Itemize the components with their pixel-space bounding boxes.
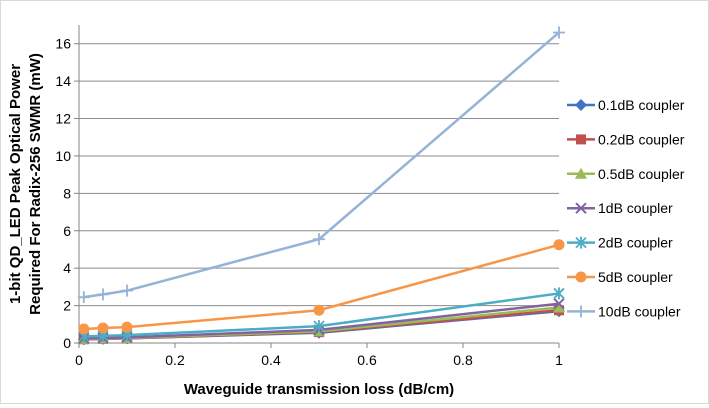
data-point <box>553 301 565 313</box>
legend-label: 5dB coupler <box>598 269 673 285</box>
y-tick-label: 2 <box>63 298 71 314</box>
legend-label: 0.5dB coupler <box>598 166 685 182</box>
legend-marker <box>576 134 586 145</box>
y-tick-label: 6 <box>63 223 71 239</box>
tick-labels: 0 2 4 6 8 10 12 14 16 0 0.2 0.4 0.6 0.8 1 <box>55 36 563 368</box>
y-tick-label: 8 <box>63 185 71 201</box>
series-7 <box>77 26 565 304</box>
y-axis-title: 1-bit QD_LED Peak Optical Power Required … <box>7 53 44 315</box>
data-point <box>97 288 109 301</box>
legend-item: 0.5dB coupler <box>567 166 685 182</box>
y-tick-label: 16 <box>55 36 71 52</box>
series-lines <box>77 26 565 346</box>
data-point <box>121 321 133 333</box>
data-point <box>313 233 325 246</box>
legend-item: 1dB coupler <box>567 200 673 216</box>
x-axis-title: Waveguide transmission loss (dB/cm) <box>184 381 454 398</box>
data-point <box>313 320 325 333</box>
data-point <box>121 284 133 297</box>
legend-label: 1dB coupler <box>598 200 673 216</box>
x-tick-label: 0.6 <box>357 352 377 368</box>
x-tick-label: 0.8 <box>453 352 473 368</box>
x-tick-label: 0.4 <box>261 352 281 368</box>
legend-label: 0.1dB coupler <box>598 97 685 113</box>
y-tick-label: 14 <box>55 73 71 89</box>
series-line <box>83 31 560 299</box>
data-point <box>553 287 565 300</box>
legend-marker <box>575 167 587 179</box>
x-tick-label: 1 <box>555 352 563 368</box>
legend: 0.1dB coupler 0.2dB coupler 0.5dB coupler 1… <box>567 97 685 319</box>
legend-marker <box>575 236 587 249</box>
data-point <box>78 323 90 335</box>
x-tick-label: 0 <box>75 352 83 368</box>
grid-lines <box>79 43 559 307</box>
data-point <box>553 26 565 39</box>
series-6 <box>78 239 565 335</box>
legend-item: 0.1dB coupler <box>567 97 685 113</box>
y-axis-title-line: 1-bit QD_LED Peak Optical Power <box>7 64 24 304</box>
data-point <box>313 304 325 316</box>
data-point <box>553 239 565 251</box>
data-point <box>553 298 565 310</box>
legend-marker <box>575 305 587 318</box>
y-axis-title-line: Required For Radix-256 SWMR (mW) <box>27 53 44 315</box>
y-tick-label: 12 <box>55 111 71 127</box>
y-tick-label: 4 <box>63 260 71 276</box>
legend-label: 2dB coupler <box>598 235 673 251</box>
data-point <box>77 291 90 304</box>
legend-item: 5dB coupler <box>567 269 673 285</box>
legend-item: 10dB coupler <box>567 303 681 319</box>
legend-marker <box>575 271 587 283</box>
legend-label: 0.2dB coupler <box>598 131 685 147</box>
axes <box>74 25 560 348</box>
legend-marker <box>575 202 587 214</box>
x-tick-label: 0.2 <box>165 352 185 368</box>
y-tick-label: 0 <box>63 335 71 351</box>
data-point <box>97 322 109 334</box>
legend-item: 0.2dB coupler <box>567 131 685 147</box>
legend-label: 10dB coupler <box>598 303 681 319</box>
legend-marker <box>575 99 587 111</box>
legend-item: 2dB coupler <box>567 235 673 251</box>
y-tick-label: 10 <box>55 148 71 164</box>
